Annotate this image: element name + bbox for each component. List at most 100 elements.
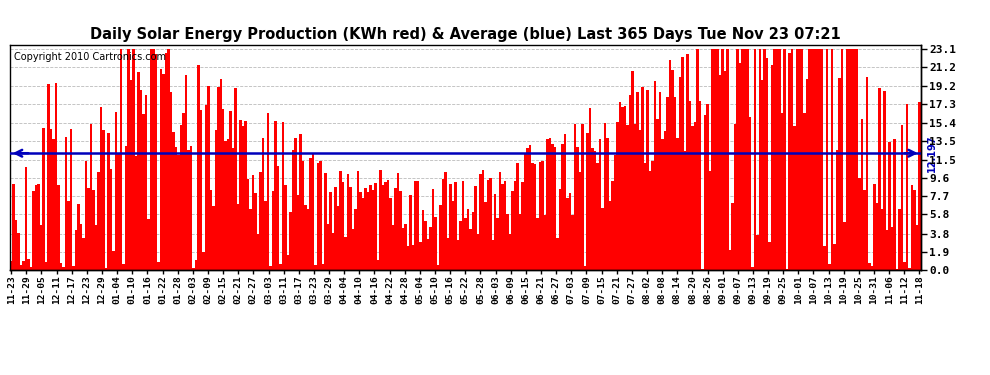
Bar: [149, 49, 152, 270]
Bar: [75, 230, 77, 270]
Bar: [502, 184, 504, 270]
Bar: [434, 217, 437, 270]
Bar: [878, 88, 881, 270]
Bar: [235, 88, 237, 270]
Bar: [189, 147, 192, 270]
Bar: [743, 49, 746, 270]
Bar: [384, 182, 387, 270]
Bar: [756, 235, 758, 270]
Bar: [653, 81, 656, 270]
Bar: [442, 179, 445, 270]
Bar: [661, 139, 663, 270]
Bar: [606, 138, 609, 270]
Bar: [240, 120, 242, 270]
Bar: [729, 250, 731, 270]
Bar: [95, 225, 97, 270]
Bar: [317, 163, 320, 270]
Bar: [464, 217, 466, 270]
Bar: [394, 188, 397, 270]
Bar: [307, 209, 309, 270]
Bar: [509, 234, 512, 270]
Bar: [826, 49, 829, 270]
Bar: [446, 238, 449, 270]
Bar: [299, 134, 302, 270]
Bar: [437, 265, 440, 270]
Bar: [466, 209, 469, 270]
Bar: [187, 150, 189, 270]
Bar: [559, 189, 561, 270]
Bar: [267, 112, 269, 270]
Bar: [356, 171, 359, 270]
Bar: [48, 84, 50, 270]
Bar: [881, 209, 883, 270]
Bar: [50, 129, 52, 270]
Bar: [622, 107, 624, 270]
Bar: [54, 83, 57, 270]
Bar: [616, 122, 619, 270]
Bar: [461, 181, 464, 270]
Bar: [858, 178, 861, 270]
Bar: [911, 185, 913, 270]
Bar: [706, 104, 709, 270]
Bar: [427, 240, 429, 270]
Bar: [274, 121, 277, 270]
Bar: [868, 262, 871, 270]
Bar: [366, 192, 369, 270]
Bar: [445, 172, 446, 270]
Bar: [694, 122, 696, 270]
Bar: [97, 172, 100, 270]
Bar: [225, 141, 227, 270]
Bar: [491, 240, 494, 270]
Bar: [574, 124, 576, 270]
Bar: [793, 126, 796, 270]
Bar: [686, 54, 689, 270]
Bar: [451, 201, 454, 270]
Bar: [634, 123, 637, 270]
Bar: [33, 191, 35, 270]
Bar: [38, 184, 40, 270]
Bar: [257, 234, 259, 270]
Bar: [471, 211, 474, 270]
Bar: [64, 137, 67, 270]
Bar: [843, 222, 845, 270]
Bar: [349, 187, 351, 270]
Bar: [871, 266, 873, 270]
Bar: [898, 209, 901, 270]
Bar: [724, 70, 726, 270]
Bar: [130, 80, 133, 270]
Bar: [200, 110, 202, 270]
Bar: [783, 49, 786, 270]
Bar: [72, 266, 75, 270]
Bar: [87, 188, 90, 270]
Bar: [351, 229, 354, 270]
Bar: [162, 74, 164, 270]
Bar: [359, 192, 361, 270]
Bar: [831, 49, 834, 270]
Bar: [369, 186, 371, 270]
Bar: [701, 269, 704, 270]
Bar: [763, 49, 766, 270]
Bar: [855, 49, 858, 270]
Bar: [689, 101, 691, 270]
Bar: [322, 264, 325, 270]
Bar: [125, 146, 127, 270]
Bar: [184, 75, 187, 270]
Bar: [821, 49, 824, 270]
Bar: [335, 187, 337, 270]
Bar: [327, 224, 330, 270]
Bar: [249, 209, 251, 270]
Bar: [604, 123, 606, 270]
Bar: [456, 240, 459, 270]
Bar: [20, 265, 23, 270]
Bar: [651, 161, 653, 270]
Bar: [207, 86, 210, 270]
Bar: [80, 224, 82, 270]
Bar: [679, 78, 681, 270]
Bar: [346, 174, 349, 270]
Bar: [893, 139, 896, 270]
Bar: [179, 125, 182, 270]
Bar: [107, 133, 110, 270]
Bar: [866, 76, 868, 270]
Bar: [614, 154, 616, 270]
Bar: [918, 102, 921, 270]
